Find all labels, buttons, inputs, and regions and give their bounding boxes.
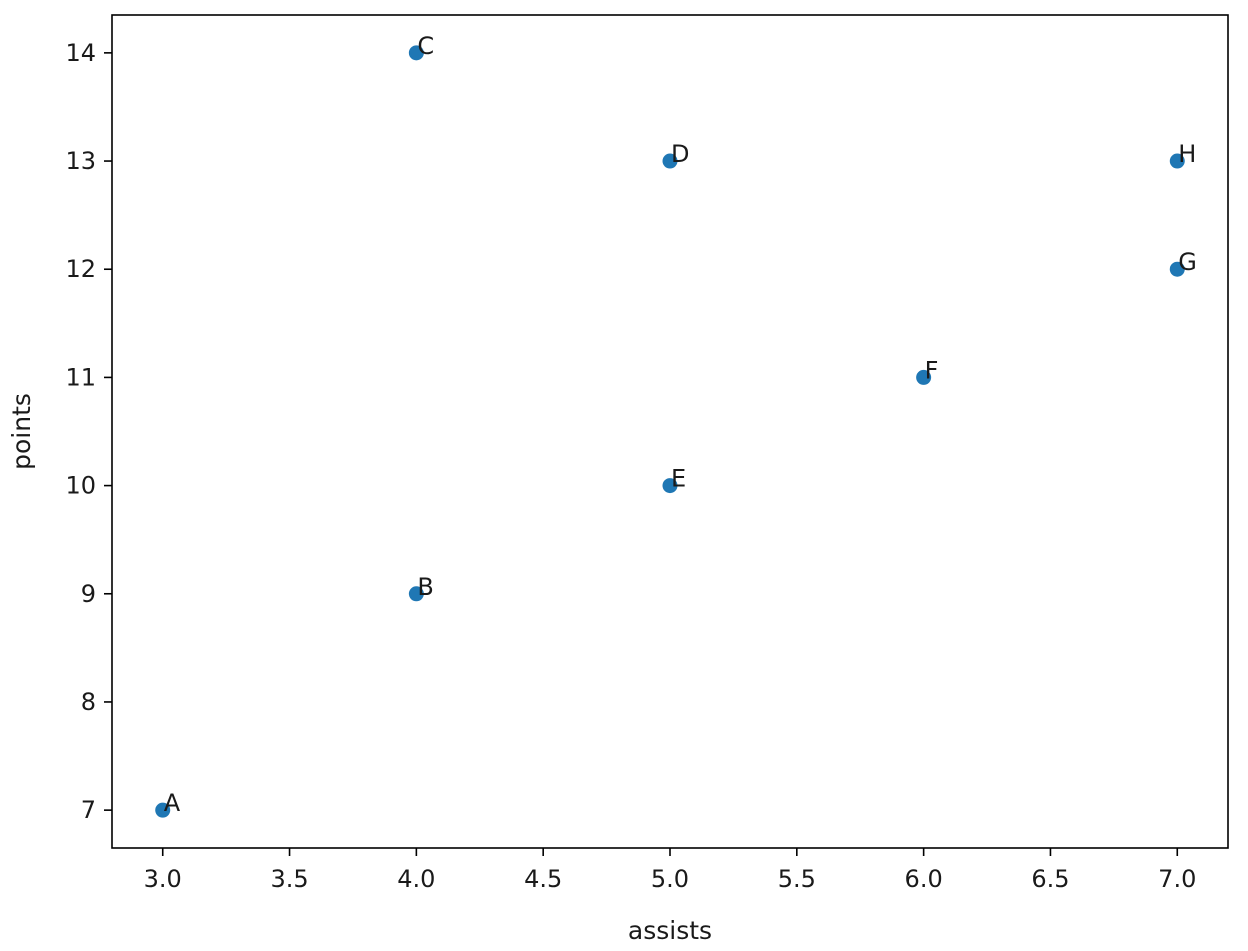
data-points: A B C D E F G H <box>155 32 1197 818</box>
y-tick-label: 11 <box>65 363 96 391</box>
data-point-label: H <box>1178 140 1196 168</box>
data-point <box>1169 153 1185 169</box>
y-tick-label: 8 <box>81 688 96 716</box>
y-tick-label: 7 <box>81 796 96 824</box>
x-tick-label: 6.0 <box>905 865 943 893</box>
data-point <box>155 802 171 818</box>
data-point-label: C <box>417 32 434 60</box>
y-tick-label: 9 <box>81 580 96 608</box>
data-point <box>662 153 678 169</box>
x-tick-label: 3.5 <box>270 865 308 893</box>
x-tick-label: 7.0 <box>1158 865 1196 893</box>
y-tick-label: 10 <box>65 472 96 500</box>
plot-frame <box>111 14 1229 849</box>
x-axis-label: assists <box>628 916 712 945</box>
data-point <box>1169 261 1185 277</box>
data-point <box>916 369 932 385</box>
y-axis-label: points <box>7 393 36 470</box>
x-tick-label: 4.5 <box>524 865 562 893</box>
data-point-label: G <box>1178 248 1197 276</box>
x-tick-label: 3.0 <box>144 865 182 893</box>
y-tick-label: 14 <box>65 39 96 67</box>
data-point-label: E <box>671 465 686 493</box>
x-tick-label: 5.0 <box>651 865 689 893</box>
x-tick-label: 4.0 <box>397 865 435 893</box>
y-tick-label: 12 <box>65 255 96 283</box>
x-tick-label: 5.5 <box>778 865 816 893</box>
data-point <box>408 45 424 61</box>
data-point-label: A <box>164 789 181 817</box>
y-tick-label: 13 <box>65 147 96 175</box>
x-axis: 3.0 3.5 4.0 4.5 5.0 5.5 6.0 6.5 7.0 <box>144 848 1196 893</box>
data-point-label: B <box>417 573 433 601</box>
y-axis: 7 8 9 10 11 12 13 14 <box>65 39 112 824</box>
x-tick-label: 6.5 <box>1031 865 1069 893</box>
data-point <box>408 586 424 602</box>
data-point-label: D <box>671 140 689 168</box>
data-point-label: F <box>925 356 939 384</box>
data-point <box>662 478 678 494</box>
